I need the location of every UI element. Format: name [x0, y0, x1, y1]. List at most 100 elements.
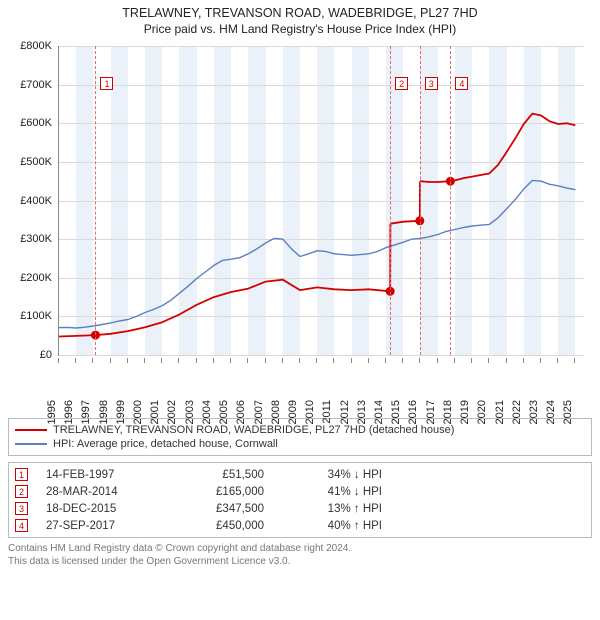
footer: Contains HM Land Registry data © Crown c…: [8, 543, 592, 568]
x-tick-label: 2010: [304, 400, 316, 424]
x-tick-label: 2025: [562, 400, 574, 424]
x-tick-label: 2001: [149, 400, 161, 424]
x-tick: [247, 358, 248, 363]
x-tick-label: 2007: [253, 400, 265, 424]
y-tick-label: £0: [40, 349, 52, 361]
x-tick: [127, 358, 128, 363]
sale-marker-line: [450, 46, 451, 355]
x-tick: [110, 358, 111, 363]
y-tick-label: £100K: [20, 310, 52, 322]
x-tick-label: 2002: [166, 400, 178, 424]
x-tick-label: 2000: [132, 400, 144, 424]
legend-item: TRELAWNEY, TREVANSON ROAD, WADEBRIDGE, P…: [15, 423, 585, 437]
y-tick-label: £800K: [20, 40, 52, 52]
x-tick: [213, 358, 214, 363]
sales-row: 2 28-MAR-2014 £165,000 41% ↓ HPI: [15, 483, 585, 500]
x-tick: [178, 358, 179, 363]
x-tick-label: 1995: [46, 400, 58, 424]
x-tick-label: 2009: [287, 400, 299, 424]
x-tick: [144, 358, 145, 363]
legend-swatch: [15, 443, 47, 445]
y-tick-label: £200K: [20, 272, 52, 284]
sale-date: 27-SEP-2017: [46, 520, 156, 532]
x-tick: [75, 358, 76, 363]
x-tick: [299, 358, 300, 363]
x-tick: [265, 358, 266, 363]
x-tick-label: 2020: [476, 400, 488, 424]
series-property: [450, 114, 575, 182]
gridline-h: [59, 355, 584, 356]
sale-date: 28-MAR-2014: [46, 486, 156, 498]
sale-price: £347,500: [174, 503, 264, 515]
y-tick-label: £300K: [20, 233, 52, 245]
sale-price: £51,500: [174, 469, 264, 481]
x-tick: [58, 358, 59, 363]
sale-marker-badge: 2: [15, 485, 28, 498]
x-tick: [196, 358, 197, 363]
x-tick-label: 2022: [511, 400, 523, 424]
x-tick-label: 2011: [321, 400, 333, 424]
y-tick-label: £400K: [20, 195, 52, 207]
x-tick: [419, 358, 420, 363]
y-tick-label: £600K: [20, 117, 52, 129]
sale-diff: 41% ↓ HPI: [282, 486, 382, 498]
x-tick: [351, 358, 352, 363]
x-tick-label: 2017: [425, 400, 437, 424]
x-tick-label: 2013: [356, 400, 368, 424]
chart-container: TRELAWNEY, TREVANSON ROAD, WADEBRIDGE, P…: [0, 0, 600, 620]
sale-marker-line: [390, 46, 391, 355]
footer-line-2: This data is licensed under the Open Gov…: [8, 556, 592, 569]
x-tick: [488, 358, 489, 363]
x-tick-label: 2015: [390, 400, 402, 424]
x-tick-label: 2023: [528, 400, 540, 424]
series-property: [59, 335, 96, 336]
x-tick-label: 2003: [184, 400, 196, 424]
x-tick: [402, 358, 403, 363]
x-tick-label: 2021: [494, 400, 506, 424]
titles-block: TRELAWNEY, TREVANSON ROAD, WADEBRIDGE, P…: [8, 6, 592, 36]
x-tick-label: 1999: [115, 400, 127, 424]
x-tick: [368, 358, 369, 363]
x-tick-label: 1996: [63, 400, 75, 424]
sales-row: 4 27-SEP-2017 £450,000 40% ↑ HPI: [15, 517, 585, 534]
legend-label: TRELAWNEY, TREVANSON ROAD, WADEBRIDGE, P…: [53, 424, 454, 436]
x-axis-labels: 1995199619971998199920002001200220032004…: [58, 358, 584, 412]
legend-item: HPI: Average price, detached house, Corn…: [15, 437, 585, 451]
series-property: [96, 280, 391, 335]
x-tick: [523, 358, 524, 363]
x-tick-label: 1997: [80, 400, 92, 424]
sales-row: 318-DEC-2015£347,50013% ↑ HPI: [15, 500, 585, 517]
title-main: TRELAWNEY, TREVANSON ROAD, WADEBRIDGE, P…: [8, 6, 592, 20]
x-tick: [333, 358, 334, 363]
chart-svg: [59, 46, 584, 355]
sale-marker-line: [420, 46, 421, 355]
x-tick: [471, 358, 472, 363]
plot-area: 1234: [58, 46, 584, 356]
y-tick-label: £500K: [20, 156, 52, 168]
chart-wrap: £0£100K£200K£300K£400K£500K£600K£700K£80…: [8, 42, 592, 412]
x-tick: [282, 358, 283, 363]
sale-diff: 34% ↓ HPI: [282, 469, 382, 481]
legend-swatch: [15, 429, 47, 431]
sale-diff: 40% ↑ HPI: [282, 520, 382, 532]
series-hpi: [59, 180, 575, 328]
footer-line-1: Contains HM Land Registry data © Crown c…: [8, 543, 592, 556]
sale-marker-badge: 4: [15, 519, 28, 532]
legend-label: HPI: Average price, detached house, Corn…: [53, 438, 278, 450]
x-tick-label: 2016: [407, 400, 419, 424]
x-tick: [574, 358, 575, 363]
series-property: [420, 181, 450, 182]
sale-price: £450,000: [174, 520, 264, 532]
sales-row: 114-FEB-1997£51,50034% ↓ HPI: [15, 466, 585, 483]
sale-marker-badge: 4: [455, 77, 468, 90]
sale-price: £165,000: [174, 486, 264, 498]
x-tick-label: 2018: [442, 400, 454, 424]
x-tick: [454, 358, 455, 363]
x-tick: [161, 358, 162, 363]
sale-date: 18-DEC-2015: [46, 503, 156, 515]
x-tick-label: 2008: [270, 400, 282, 424]
x-tick: [506, 358, 507, 363]
x-tick-label: 1998: [98, 400, 110, 424]
x-tick-label: 2012: [339, 400, 351, 424]
sale-marker-line: [95, 46, 96, 355]
